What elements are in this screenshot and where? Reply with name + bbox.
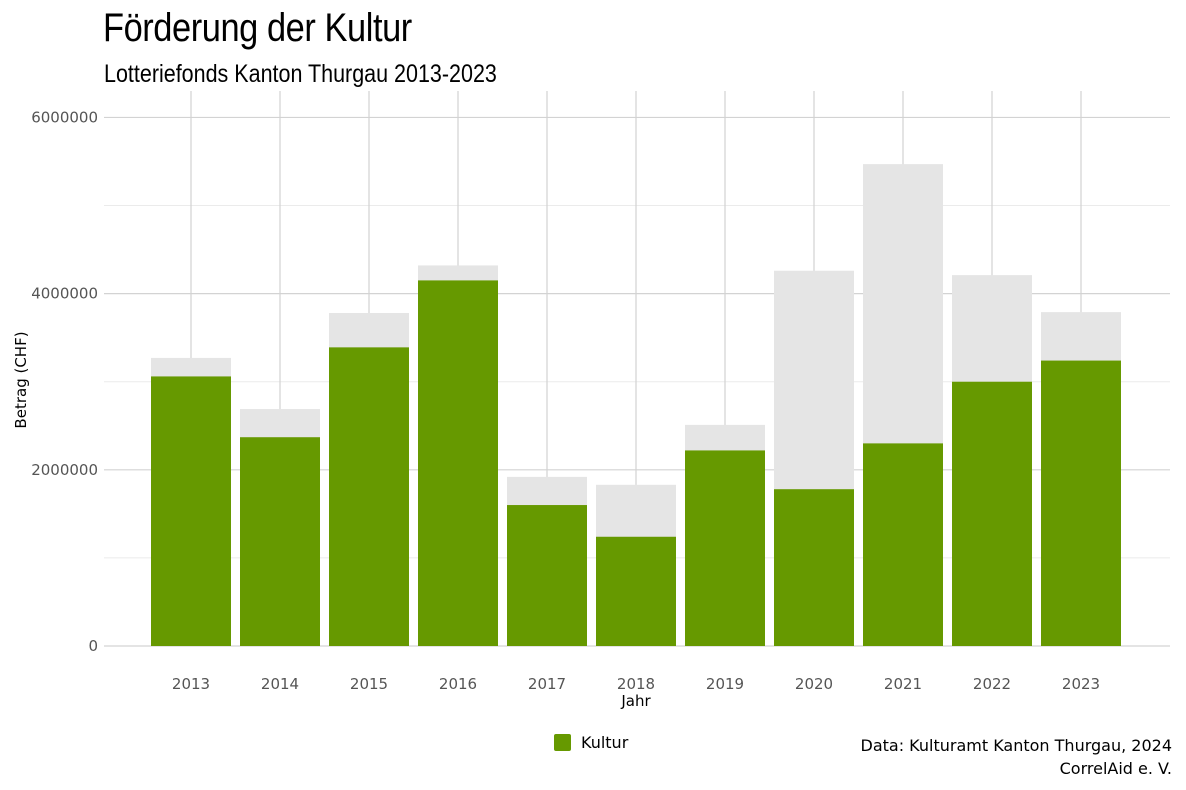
y-axis-title: Betrag (CHF) [12,331,30,428]
bar-kultur-2016 [418,280,498,646]
y-tick-label: 6000000 [31,108,98,126]
x-tick-label: 2014 [261,675,299,693]
bar-kultur-2015 [329,347,409,646]
bar-kultur-2020 [774,489,854,646]
x-tick-label: 2017 [528,675,566,693]
y-tick-label: 0 [88,637,98,655]
y-tick-label: 4000000 [31,285,98,303]
chart-title: Förderung der Kultur [103,6,412,50]
caption: Data: Kulturamt Kanton Thurgau, 2024 Cor… [861,734,1173,780]
caption-author: CorrelAid e. V. [1059,759,1172,778]
bar-kultur-2023 [1041,360,1121,646]
bar-kultur-2017 [507,505,587,646]
legend-label-kultur: Kultur [581,733,629,752]
x-tick-label: 2019 [706,675,744,693]
legend-key-kultur [554,734,571,751]
x-tick-label: 2018 [617,675,655,693]
x-tick-label: 2021 [884,675,922,693]
bar-kultur-2018 [596,536,676,646]
bar-kultur-2014 [240,437,320,646]
bar-kultur-2021 [863,443,943,646]
x-axis-ticks: 2013 2014 2015 2016 2017 2018 2019 2020 2021 2022… [172,675,1100,693]
x-tick-label: 2016 [439,675,477,693]
legend: Kultur [554,733,628,752]
x-axis-title: Jahr [620,692,651,710]
chart-subtitle: Lotteriefonds Kanton Thurgau 2013-2023 [104,60,497,88]
y-tick-label: 2000000 [31,461,98,479]
bars [151,164,1121,646]
x-tick-label: 2020 [795,675,833,693]
x-tick-label: 2022 [973,675,1011,693]
bar-kultur-2019 [685,450,765,646]
bar-kultur-2022 [952,381,1032,646]
x-tick-label: 2013 [172,675,210,693]
bar-kultur-2013 [151,376,231,646]
y-axis-ticks: 0 2000000 4000000 6000000 [31,108,98,655]
x-tick-label: 2015 [350,675,388,693]
x-tick-label: 2023 [1062,675,1100,693]
caption-source: Data: Kulturamt Kanton Thurgau, 2024 [860,736,1173,755]
